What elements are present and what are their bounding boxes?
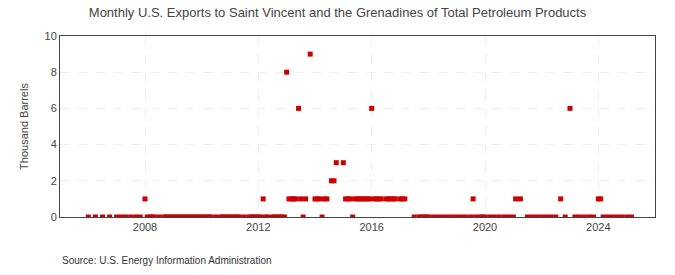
svg-text:Source: U.S. Energy Informatio: Source: U.S. Energy Information Administ… <box>62 255 272 266</box>
svg-text:2: 2 <box>51 175 57 187</box>
svg-text:2016: 2016 <box>359 221 383 233</box>
svg-text:6: 6 <box>51 102 57 114</box>
svg-text:2012: 2012 <box>246 221 270 233</box>
svg-text:10: 10 <box>45 30 57 42</box>
svg-text:Monthly U.S. Exports to Saint: Monthly U.S. Exports to Saint Vincent an… <box>89 5 587 20</box>
svg-text:2024: 2024 <box>586 221 610 233</box>
svg-text:0: 0 <box>51 211 57 223</box>
svg-text:Thousand Barrels: Thousand Barrels <box>18 83 30 170</box>
svg-text:2020: 2020 <box>473 221 497 233</box>
svg-text:2008: 2008 <box>133 221 157 233</box>
svg-text:8: 8 <box>51 66 57 78</box>
svg-text:4: 4 <box>51 138 57 150</box>
